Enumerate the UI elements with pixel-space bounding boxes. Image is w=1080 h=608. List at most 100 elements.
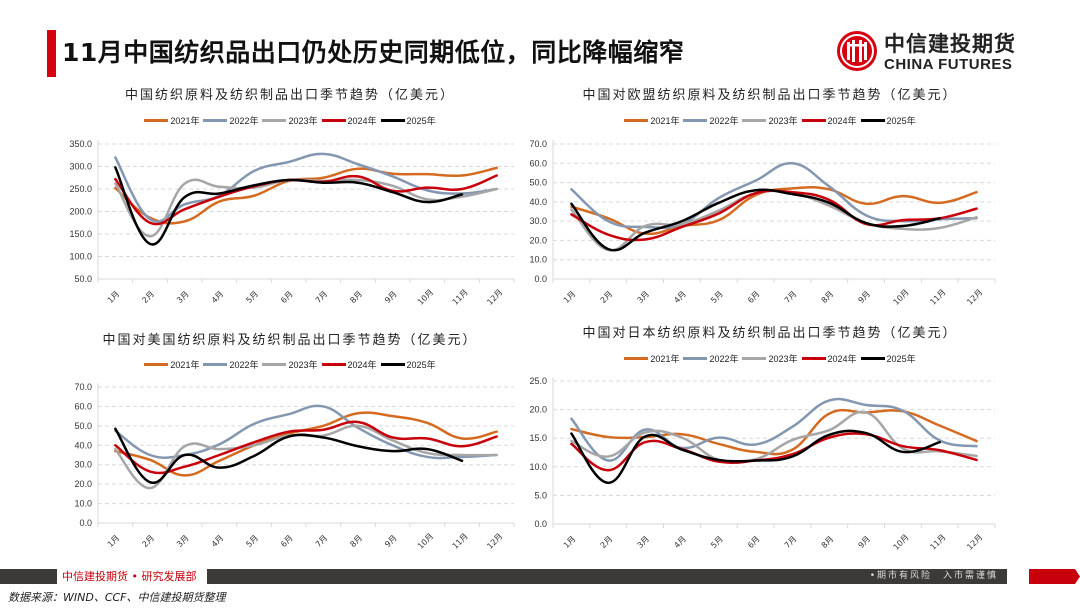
x-tick-label: 8月 xyxy=(348,533,364,549)
x-tick-label: 11月 xyxy=(928,533,947,552)
legend-label: 2024年 xyxy=(827,116,857,126)
y-tick-label: 25.0 xyxy=(529,376,547,386)
y-tick-label: 20.0 xyxy=(529,405,547,415)
x-tick-label: 5月 xyxy=(244,289,260,305)
legend-label: 2021年 xyxy=(170,116,200,126)
x-tick-label: 3月 xyxy=(636,289,652,305)
y-tick-label: 50.0 xyxy=(74,274,92,284)
x-tick-label: 7月 xyxy=(314,289,330,305)
chart-title: 中国对美国纺织原料及纺织制品出口季节趋势（亿美元） xyxy=(102,333,478,348)
y-tick-label: 20.0 xyxy=(529,235,547,245)
x-tick-label: 10月 xyxy=(892,288,911,307)
y-tick-label: 10.0 xyxy=(529,462,547,472)
legend-label: 2021年 xyxy=(650,116,680,126)
chart-title: 中国对日本纺织原料及纺织制品出口季节趋势（亿美元） xyxy=(582,326,958,341)
legend-swatch xyxy=(624,119,649,122)
x-tick-label: 7月 xyxy=(783,289,799,305)
data-source: 数据来源：WIND、CCF、中信建投期货整理 xyxy=(8,591,226,604)
series-line-2025年 xyxy=(570,429,941,485)
x-tick-label: 5月 xyxy=(244,533,260,549)
y-tick-label: 150.0 xyxy=(69,229,92,239)
chart-legend: 2021年 2022年 2023年 2024年 2025年 xyxy=(520,114,1020,127)
y-tick-label: 60.0 xyxy=(529,158,547,168)
legend-swatch xyxy=(262,363,287,366)
legend-label: 2022年 xyxy=(709,116,739,126)
series-line-2022年 xyxy=(570,397,978,462)
x-tick-label: 8月 xyxy=(820,289,836,305)
y-tick-label: 30.0 xyxy=(529,216,547,226)
legend-swatch xyxy=(380,363,405,366)
legend-swatch xyxy=(321,119,346,122)
legend-label: 2025年 xyxy=(886,116,916,126)
y-tick-label: 5.0 xyxy=(534,490,547,500)
legend-label: 2024年 xyxy=(827,354,857,364)
chart-legend: 2021年 2022年 2023年 2024年 2025年 xyxy=(520,352,1020,365)
x-tick-label: 8月 xyxy=(348,289,364,305)
x-tick-label: 12月 xyxy=(965,288,984,307)
y-tick-label: 50.0 xyxy=(529,178,547,188)
x-tick-label: 2月 xyxy=(599,289,615,305)
y-tick-label: 350.0 xyxy=(69,139,92,149)
series-line-2024年 xyxy=(570,432,978,472)
x-tick-label: 7月 xyxy=(783,534,799,550)
legend-item: 2021年 xyxy=(144,114,199,127)
legend-item: 2021年 xyxy=(624,352,679,365)
chart-total-exports: 中国纺织原料及纺织制品出口季节趋势（亿美元） 2021年 2022年 2023年 20… xyxy=(40,82,540,312)
x-tick-label: 12月 xyxy=(485,532,504,551)
legend-swatch xyxy=(144,119,169,122)
legend-swatch xyxy=(742,119,767,122)
y-tick-label: 10.0 xyxy=(529,255,547,265)
legend-swatch xyxy=(742,357,767,360)
legend-swatch xyxy=(860,119,885,122)
y-tick-label: 100.0 xyxy=(69,252,92,262)
x-tick-label: 4月 xyxy=(672,534,688,550)
x-tick-label: 9月 xyxy=(857,289,873,305)
legend-label: 2024年 xyxy=(347,360,377,370)
legend-item: 2023年 xyxy=(742,352,798,365)
x-tick-label: 4月 xyxy=(210,289,226,305)
legend-label: 2021年 xyxy=(170,360,200,370)
x-tick-label: 3月 xyxy=(636,534,652,550)
legend-label: 2023年 xyxy=(288,360,318,370)
legend-swatch xyxy=(860,357,885,360)
legend-swatch xyxy=(321,363,346,366)
page-title: 11月中国纺织品出口仍处历史同期低位，同比降幅缩窄 xyxy=(62,38,685,67)
legend-label: 2024年 xyxy=(347,116,377,126)
legend-item: 2024年 xyxy=(321,358,377,371)
legend-item: 2025年 xyxy=(860,114,916,127)
x-tick-label: 12月 xyxy=(485,288,504,307)
citic-logo-icon xyxy=(837,31,877,71)
title-accent-bar xyxy=(47,30,56,77)
logo-english-name: CHINA FUTURES xyxy=(884,56,1013,73)
legend-swatch xyxy=(624,357,649,360)
series-line-2025年 xyxy=(114,166,464,246)
x-tick-label: 1月 xyxy=(106,533,122,549)
legend-item: 2025年 xyxy=(860,352,916,365)
y-tick-label: 30.0 xyxy=(74,460,92,470)
x-tick-label: 6月 xyxy=(279,533,295,549)
legend-label: 2022年 xyxy=(229,360,259,370)
x-tick-label: 8月 xyxy=(820,534,836,550)
x-tick-label: 1月 xyxy=(562,534,578,550)
risk-notice: •期市有风险 入市需谨慎 xyxy=(869,571,998,581)
y-tick-label: 50.0 xyxy=(74,421,92,431)
legend-item: 2025年 xyxy=(380,358,436,371)
legend-swatch xyxy=(380,119,405,122)
chart-title: 中国纺织原料及纺织制品出口季节趋势（亿美元） xyxy=(124,88,455,103)
y-tick-label: 250.0 xyxy=(69,184,92,194)
legend-item: 2025年 xyxy=(380,114,436,127)
footer-department: 中信建投期货 • 研究发展部 xyxy=(62,570,197,583)
chart-japan-exports: 中国对日本纺织原料及纺织制品出口季节趋势（亿美元） 2021年 2022年 2023… xyxy=(520,320,1020,552)
legend-item: 2023年 xyxy=(262,358,318,371)
x-tick-label: 9月 xyxy=(383,289,399,305)
legend-swatch xyxy=(203,119,228,122)
footer-bar-left xyxy=(0,569,57,584)
y-tick-label: 70.0 xyxy=(529,139,547,149)
legend-label: 2022年 xyxy=(229,116,259,126)
x-tick-label: 4月 xyxy=(672,289,688,305)
series-line-2022年 xyxy=(570,162,978,230)
x-tick-label: 10月 xyxy=(892,533,911,552)
legend-swatch xyxy=(801,119,826,122)
x-tick-label: 6月 xyxy=(279,289,295,305)
x-tick-label: 6月 xyxy=(746,289,762,305)
